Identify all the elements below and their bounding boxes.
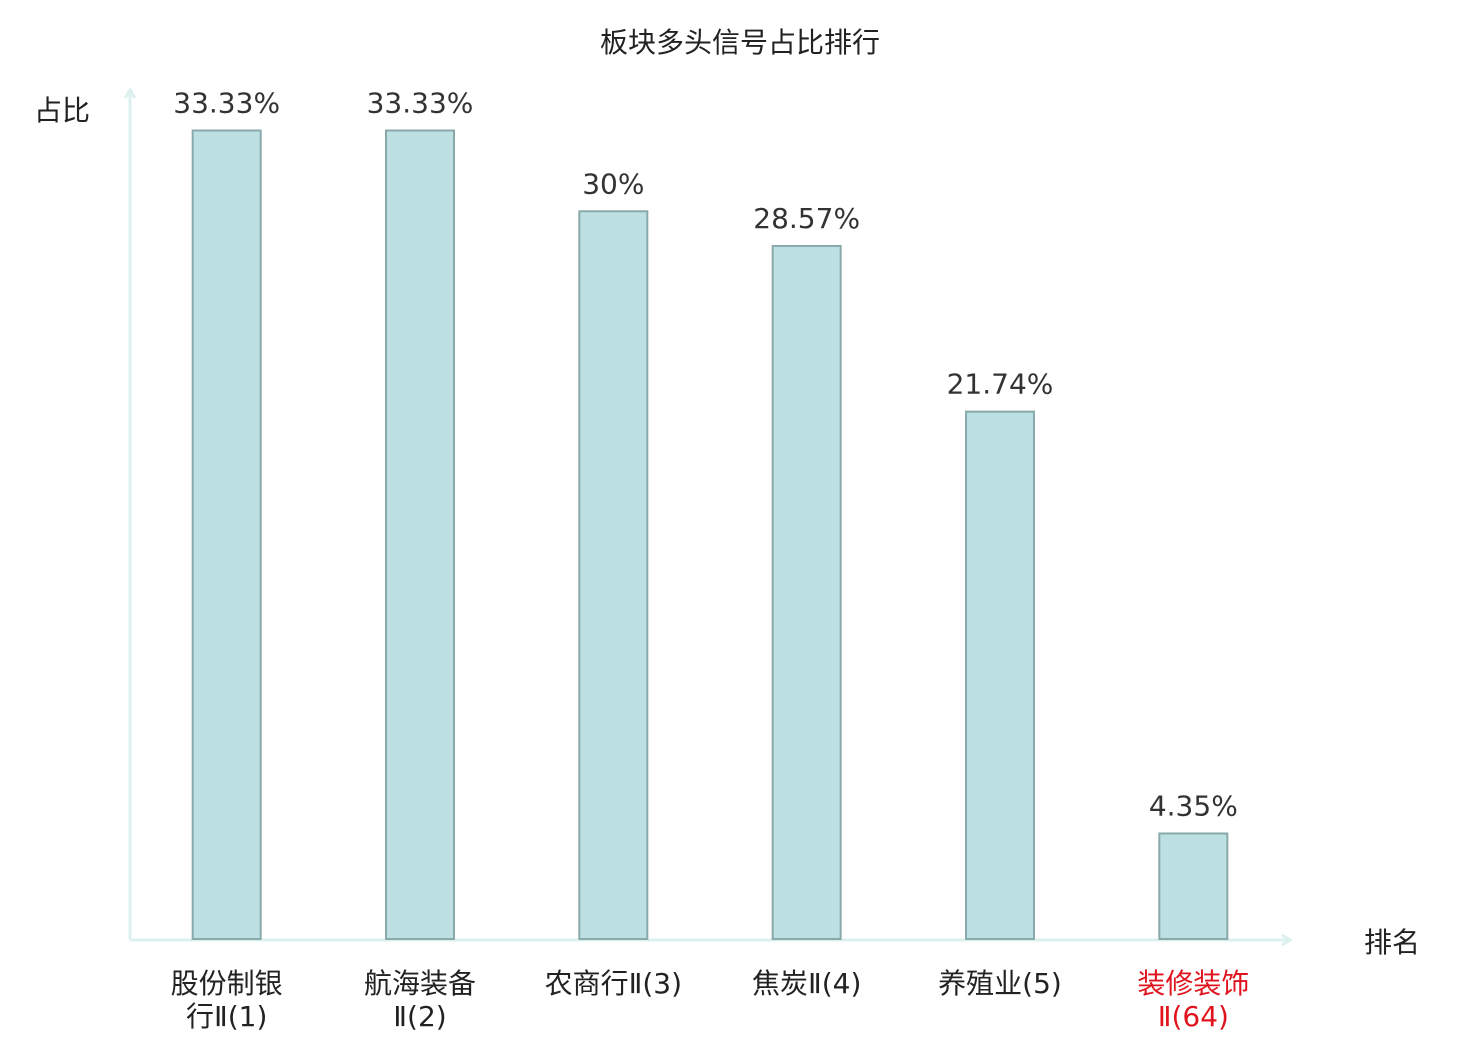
bar xyxy=(771,244,842,940)
value-label: 21.74% xyxy=(947,368,1054,401)
bar xyxy=(965,410,1035,940)
bar xyxy=(191,129,262,941)
value-label: 33.33% xyxy=(367,87,474,120)
x-tick-label-line: 航海装备 xyxy=(364,967,476,1000)
x-tick-label: 农商行Ⅱ(3) xyxy=(545,967,682,1000)
x-tick-label: 装修装饰 Ⅱ(64) xyxy=(1137,967,1249,1033)
chart-title: 板块多头信号占比排行 xyxy=(600,26,880,59)
x-tick-label: 股份制银行Ⅱ(1) xyxy=(171,967,283,1033)
value-label: 28.57% xyxy=(753,202,860,235)
x-tick-label-line: Ⅱ(64) xyxy=(1158,1000,1229,1033)
value-label: 30% xyxy=(582,167,644,200)
bar xyxy=(1158,832,1229,941)
bar xyxy=(578,210,649,941)
x-axis-label: 排名 xyxy=(1364,926,1420,959)
x-tick-label-line: 行Ⅱ(1) xyxy=(186,1000,267,1033)
x-tick-label: 养殖业(5) xyxy=(938,967,1062,1000)
x-tick-label: 航海装备 Ⅱ(2) xyxy=(364,967,476,1033)
value-label: 33.33% xyxy=(173,87,280,120)
x-tick-label-line: Ⅱ(2) xyxy=(393,1000,446,1033)
bar xyxy=(385,129,455,941)
value-label: 4.35% xyxy=(1149,789,1238,822)
x-tick-label: 焦炭Ⅱ(4) xyxy=(752,967,861,1000)
x-tick-label-line: 股份制银 xyxy=(171,967,283,1000)
y-axis-label: 占比 xyxy=(34,94,90,127)
x-tick-label-line: 装修装饰 xyxy=(1137,967,1249,1000)
